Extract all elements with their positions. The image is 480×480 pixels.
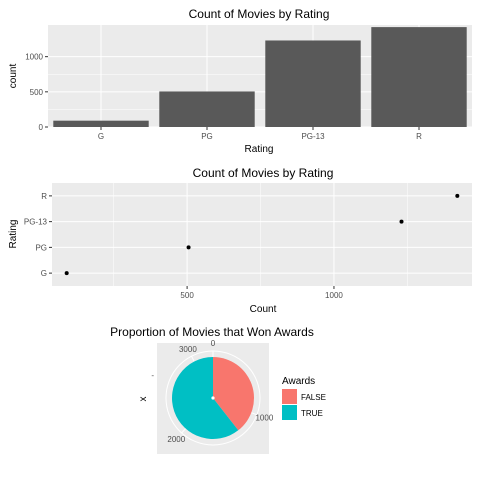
bar-pg-13 [265,40,361,127]
dot-chart-x-axis-title: Count [250,304,277,315]
y-tick-label: G [41,269,47,278]
bar-chart-title: Count of Movies by Rating [189,7,330,21]
angle-tick-label: 3000 [179,345,197,354]
point-g [64,271,69,276]
dot-chart-panel [52,183,472,286]
dot-chart: Count of Movies by Rating G PG PG-13 R 500 1… [8,166,472,315]
y-tick-label: 500 [30,88,44,97]
point-r [455,193,460,198]
bar-pg [159,91,255,127]
y-tick-label: PG-13 [24,218,48,227]
point-pg-13 [399,219,404,224]
pie-slice-true [172,357,239,439]
dot-chart-title: Count of Movies by Rating [193,166,334,180]
bar-r [371,27,467,127]
point-pg [186,245,191,250]
angle-tick-label: 2000 [167,435,185,444]
y-tick-label: 1000 [25,53,43,62]
legend-key-false [282,389,297,404]
x-tick-label: PG-13 [301,132,325,141]
dot-chart-y-axis-title: Rating [8,220,19,249]
x-tick-label: PG [201,132,213,141]
x-tick-label: G [98,132,104,141]
polar-center [211,396,215,400]
angle-tick-label: 1000 [255,414,273,423]
bar-chart-y-axis-title: count [8,64,19,89]
y-tick-label: R [41,192,47,201]
bar-chart: Count of Movies by Rating 0 500 1000 G PG PG… [8,7,472,155]
legend-label: TRUE [301,409,323,418]
x-tick-label: 1000 [325,291,343,300]
x-tick-label: R [416,132,422,141]
legend-key-true [282,405,297,420]
y-tick-label: PG [35,243,47,252]
bar-g [53,120,149,127]
pie-chart-y-axis-title: x [138,397,149,402]
pie-chart-y-tick: - [151,371,154,380]
pie-slice-false [213,357,255,431]
x-tick-label: 500 [180,291,194,300]
pie-chart-legend: Awards FALSE TRUE [282,376,326,420]
y-tick-label: 0 [39,123,44,132]
pie-chart: Proportion of Movies that Won Awards 0 10… [110,325,326,454]
pie-chart-title: Proportion of Movies that Won Awards [110,325,314,339]
legend-label: FALSE [301,393,326,402]
angle-tick-label: 0 [211,339,216,348]
legend-title: Awards [282,376,315,387]
bar-chart-x-axis-title: Rating [245,144,274,155]
